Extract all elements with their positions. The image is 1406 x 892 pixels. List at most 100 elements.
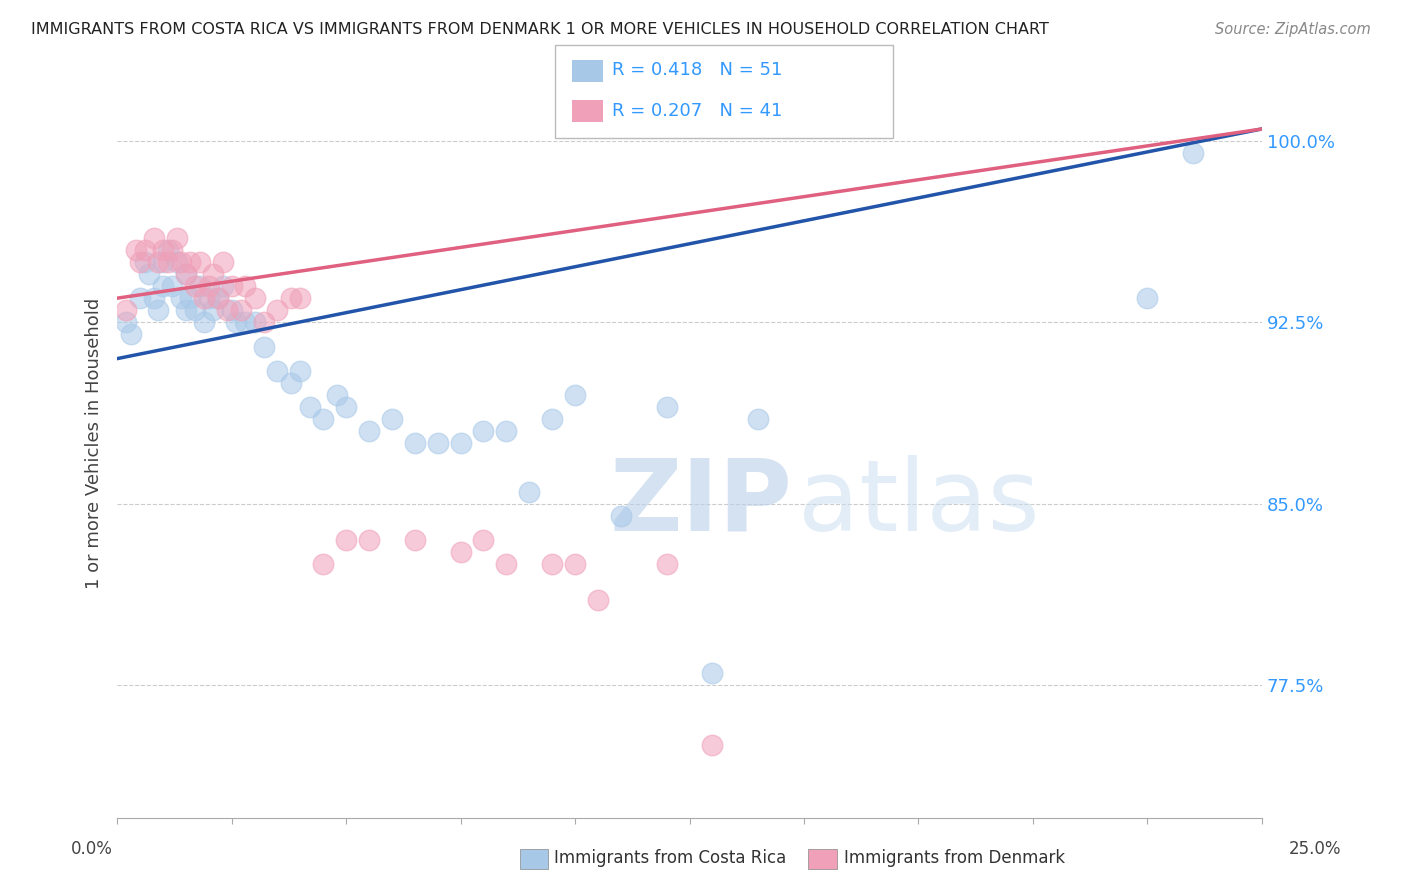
Point xyxy=(156,243,179,257)
Point xyxy=(404,436,426,450)
Point xyxy=(207,291,229,305)
Point xyxy=(243,291,266,305)
Point xyxy=(495,557,517,571)
Point xyxy=(211,255,233,269)
Point xyxy=(225,315,247,329)
Point xyxy=(747,412,769,426)
Point xyxy=(253,339,276,353)
Point xyxy=(312,412,335,426)
Point xyxy=(148,255,170,269)
Point xyxy=(211,279,233,293)
Text: R = 0.418   N = 51: R = 0.418 N = 51 xyxy=(612,62,782,79)
Point xyxy=(129,255,152,269)
Point xyxy=(702,739,724,753)
Point xyxy=(564,388,586,402)
Point xyxy=(207,291,229,305)
Text: Source: ZipAtlas.com: Source: ZipAtlas.com xyxy=(1215,22,1371,37)
Text: atlas: atlas xyxy=(799,455,1040,551)
Point xyxy=(357,533,380,547)
Point xyxy=(266,303,288,318)
Point xyxy=(610,508,633,523)
Point xyxy=(142,231,165,245)
Point xyxy=(312,557,335,571)
Point xyxy=(235,315,257,329)
Point xyxy=(217,303,239,318)
Point xyxy=(221,303,243,318)
Point xyxy=(280,291,302,305)
Text: Immigrants from Denmark: Immigrants from Denmark xyxy=(844,849,1064,867)
Point xyxy=(280,376,302,390)
Point xyxy=(170,291,193,305)
Point xyxy=(174,267,197,281)
Text: Immigrants from Costa Rica: Immigrants from Costa Rica xyxy=(554,849,786,867)
Point xyxy=(655,400,678,414)
Point xyxy=(166,255,188,269)
Point xyxy=(202,303,225,318)
Point xyxy=(188,255,211,269)
Point xyxy=(179,255,201,269)
Point xyxy=(129,291,152,305)
Point xyxy=(243,315,266,329)
Point xyxy=(174,267,197,281)
Point xyxy=(124,243,146,257)
Point xyxy=(1182,146,1205,161)
Point xyxy=(235,279,257,293)
Point xyxy=(134,255,156,269)
Point xyxy=(174,303,197,318)
Point xyxy=(495,424,517,438)
Point xyxy=(404,533,426,547)
Point xyxy=(148,303,170,318)
Point xyxy=(179,291,201,305)
Point xyxy=(202,267,225,281)
Text: R = 0.207   N = 41: R = 0.207 N = 41 xyxy=(612,102,782,120)
Point xyxy=(115,303,138,318)
Text: IMMIGRANTS FROM COSTA RICA VS IMMIGRANTS FROM DENMARK 1 OR MORE VEHICLES IN HOUS: IMMIGRANTS FROM COSTA RICA VS IMMIGRANTS… xyxy=(31,22,1049,37)
Point xyxy=(152,243,174,257)
Point xyxy=(253,315,276,329)
Point xyxy=(188,279,211,293)
Point xyxy=(197,291,219,305)
Point xyxy=(655,557,678,571)
Point xyxy=(115,315,138,329)
Point xyxy=(134,243,156,257)
Point xyxy=(326,388,349,402)
Point xyxy=(450,545,472,559)
Point xyxy=(193,315,215,329)
Text: ZIP: ZIP xyxy=(609,455,793,551)
Point xyxy=(160,279,183,293)
Point xyxy=(170,255,193,269)
Point xyxy=(586,593,609,607)
Text: 25.0%: 25.0% xyxy=(1288,840,1341,858)
Point xyxy=(166,231,188,245)
Text: 0.0%: 0.0% xyxy=(70,840,112,858)
Point xyxy=(193,291,215,305)
Y-axis label: 1 or more Vehicles in Household: 1 or more Vehicles in Household xyxy=(86,298,103,589)
Point xyxy=(472,424,495,438)
Point xyxy=(266,364,288,378)
Point xyxy=(221,279,243,293)
Point xyxy=(426,436,449,450)
Point xyxy=(541,557,564,571)
Point xyxy=(197,279,219,293)
Point xyxy=(290,291,312,305)
Point xyxy=(229,303,252,318)
Point xyxy=(156,255,179,269)
Point xyxy=(290,364,312,378)
Point xyxy=(298,400,321,414)
Point xyxy=(184,303,207,318)
Point xyxy=(142,291,165,305)
Point xyxy=(335,400,357,414)
Point xyxy=(541,412,564,426)
Point xyxy=(120,327,142,342)
Point xyxy=(472,533,495,547)
Point xyxy=(381,412,404,426)
Point xyxy=(138,267,160,281)
Point xyxy=(184,279,207,293)
Point xyxy=(152,279,174,293)
Point xyxy=(335,533,357,547)
Point xyxy=(564,557,586,571)
Point xyxy=(1136,291,1159,305)
Point xyxy=(357,424,380,438)
Point xyxy=(160,243,183,257)
Point xyxy=(152,255,174,269)
